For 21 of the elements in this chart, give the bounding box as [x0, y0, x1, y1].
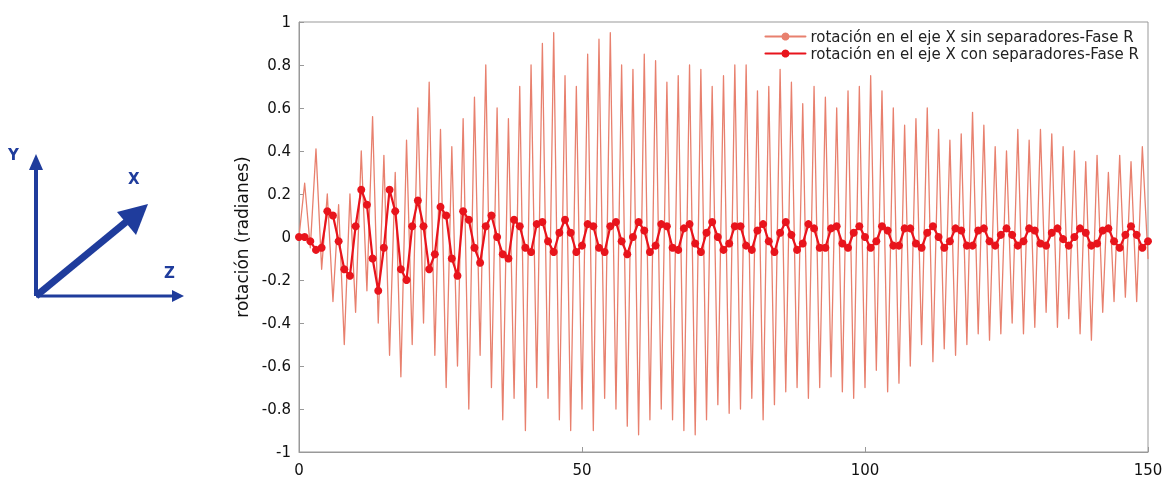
legend-label: rotación en el eje X con separadores-Fase R — [810, 44, 1139, 63]
x-tick-label: 150 — [1133, 460, 1163, 479]
y-tick-label: 0.8 — [267, 56, 291, 74]
x-tick-label: 0 — [294, 460, 304, 479]
y-tick-label: -0.8 — [261, 400, 291, 418]
text: Y — [7, 146, 20, 164]
y-tick-label: 0.2 — [267, 185, 291, 203]
y-tick-label: 0.4 — [267, 142, 291, 160]
y-tick-label: 0 — [281, 228, 291, 246]
y-tick-label: 1 — [281, 13, 291, 31]
y-tick-label: 0.6 — [267, 99, 291, 117]
y-tick-label: -0.2 — [261, 271, 291, 289]
text: X — [128, 170, 140, 188]
y-tick-label: -0.6 — [261, 357, 291, 375]
y-tick-label: -0.4 — [261, 314, 291, 332]
y-tick-label: -1 — [276, 443, 291, 461]
legend-label: rotación en el eje X sin separadores-Fase R — [810, 27, 1134, 46]
x-tick-label: 100 — [850, 460, 880, 479]
y-axis-title: rotación (radianes) — [232, 156, 253, 318]
x-tick-label: 50 — [572, 460, 592, 479]
text: Z — [164, 264, 175, 282]
